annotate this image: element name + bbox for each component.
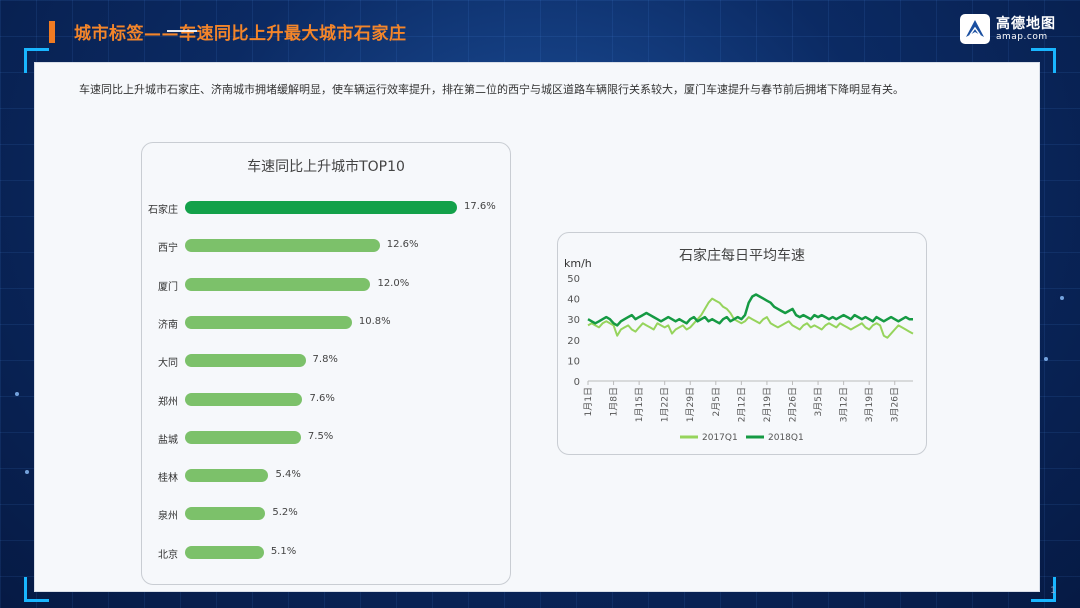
frame-corner: [24, 48, 49, 73]
x-tick-label: 2月19日: [762, 387, 773, 422]
x-tick-label: 2月12日: [736, 387, 747, 422]
bar-category-label: 泉州: [158, 511, 178, 523]
bar-category-label: 郑州: [158, 396, 178, 408]
bar-row: 郑州 7.6%: [142, 391, 510, 409]
y-tick-label: 20: [567, 336, 580, 347]
frame-corner: [24, 577, 49, 602]
bar: [185, 354, 306, 368]
bar-value-label: 5.1%: [270, 545, 297, 557]
page-title: 城市标签——车速同比上升最大城市石家庄: [74, 24, 407, 44]
bar-category-label: 盐城: [158, 434, 178, 446]
bar-category-label: 桂林: [158, 473, 178, 485]
bar-row: 西宁 12.6%: [142, 237, 510, 255]
line-chart-card: 石家庄每日平均车速 km/h 0 10 20 30 40 50 1月1日 1月8日 1月15日 1…: [557, 232, 927, 455]
bar-row: 济南 10.8%: [142, 314, 510, 332]
bar-row: 桂林 5.4%: [142, 467, 510, 485]
amap-logo: 高德地图 amap.com: [960, 14, 1056, 44]
bar-value-label: 5.4%: [275, 469, 301, 481]
bar-category-label: 西宁: [158, 243, 178, 255]
bar-category-label: 济南: [158, 319, 178, 331]
x-tick-label: 1月22日: [660, 387, 671, 422]
bar-category-label: 大同: [158, 358, 178, 370]
bar-value-label: 7.6%: [309, 392, 335, 404]
line-chart-title: 石家庄每日平均车速: [679, 248, 805, 264]
bar: [185, 277, 371, 291]
y-tick-label: 40: [567, 295, 580, 306]
y-tick-label: 30: [567, 315, 580, 326]
bar-row: 北京 5.1%: [142, 544, 510, 562]
amap-logo-icon: [960, 14, 990, 44]
series-line: [587, 297, 914, 339]
frame-corner: [1031, 48, 1056, 73]
x-tick-label: 1月1日: [583, 387, 594, 416]
bar: [185, 507, 266, 521]
bar-value-label: 7.5%: [307, 430, 334, 442]
page-number: 1: [1050, 586, 1056, 596]
header-accent-bar: [49, 21, 55, 43]
x-tick-label: 1月15日: [634, 387, 645, 422]
bar-chart-card: 车速同比上升城市TOP10 石家庄 17.6% 西宁 12.6% 厦门 12.0% 济南 10…: [141, 142, 511, 585]
bar-row: 大同 7.8%: [142, 352, 510, 370]
bar-chart-title: 车速同比上升城市TOP10: [247, 159, 405, 175]
bar-row: 泉州 5.2%: [142, 505, 510, 523]
summary-text: 车速同比上升城市石家庄、济南城市拥堵缓解明显，使车辆运行效率提升，排在第二位的西…: [79, 83, 904, 96]
bar: [185, 469, 269, 483]
bar: [185, 201, 457, 214]
title-dot-decoration: [167, 30, 197, 32]
bar-value-label: 12.0%: [377, 277, 410, 289]
decor-dot: [1044, 357, 1048, 361]
x-tick-label: 3月5日: [813, 387, 824, 416]
bar: [185, 545, 264, 559]
decor-dot: [15, 392, 19, 396]
bar-row: 厦门 12.0%: [142, 276, 510, 294]
x-tick-label: 3月26日: [890, 387, 901, 422]
bar: [185, 239, 380, 253]
decor-dot: [1060, 296, 1064, 300]
line-chart-svg: 0 10 20 30 40 50 1月1日 1月8日 1月15日 1月22日 1月29日 2月5日 2月…: [567, 274, 914, 443]
bar-value-label: 17.6%: [464, 201, 496, 212]
x-tick-label: 2月26日: [787, 387, 798, 422]
y-tick-label: 10: [567, 356, 580, 367]
bar-category-label: 北京: [158, 549, 178, 561]
bar-category-label: 厦门: [158, 281, 178, 293]
x-tick-label: 1月8日: [609, 387, 620, 416]
y-tick-label: 0: [574, 377, 580, 388]
logo-name: 高德地图: [996, 15, 1056, 32]
frame-corner: [1031, 577, 1056, 602]
series-line: [587, 293, 913, 327]
decor-dot: [25, 470, 29, 474]
bar: [185, 430, 301, 444]
bar-value-label: 7.8%: [312, 354, 338, 366]
logo-domain: amap.com: [996, 31, 1048, 42]
legend-label: 2017Q1: [702, 433, 738, 443]
bar-row: 盐城 7.5%: [142, 429, 510, 447]
bar: [185, 392, 303, 406]
y-axis-unit: km/h: [564, 257, 592, 270]
x-tick-label: 3月12日: [839, 387, 850, 422]
x-tick-label: 2月5日: [711, 387, 722, 416]
bar-value-label: 12.6%: [386, 239, 419, 251]
bar: [185, 315, 352, 329]
bar-category-label: 石家庄: [148, 205, 178, 216]
content-panel: 车速同比上升城市石家庄、济南城市拥堵缓解明显，使车辆运行效率提升，排在第二位的西…: [34, 62, 1040, 592]
bar-value-label: 10.8%: [358, 315, 391, 327]
legend-label: 2018Q1: [768, 433, 804, 443]
y-tick-label: 50: [567, 274, 580, 285]
bar-row: 石家庄 17.6%: [142, 199, 510, 217]
x-tick-label: 3月19日: [864, 387, 875, 422]
bar-value-label: 5.2%: [272, 507, 298, 519]
x-tick-label: 1月29日: [685, 387, 696, 422]
